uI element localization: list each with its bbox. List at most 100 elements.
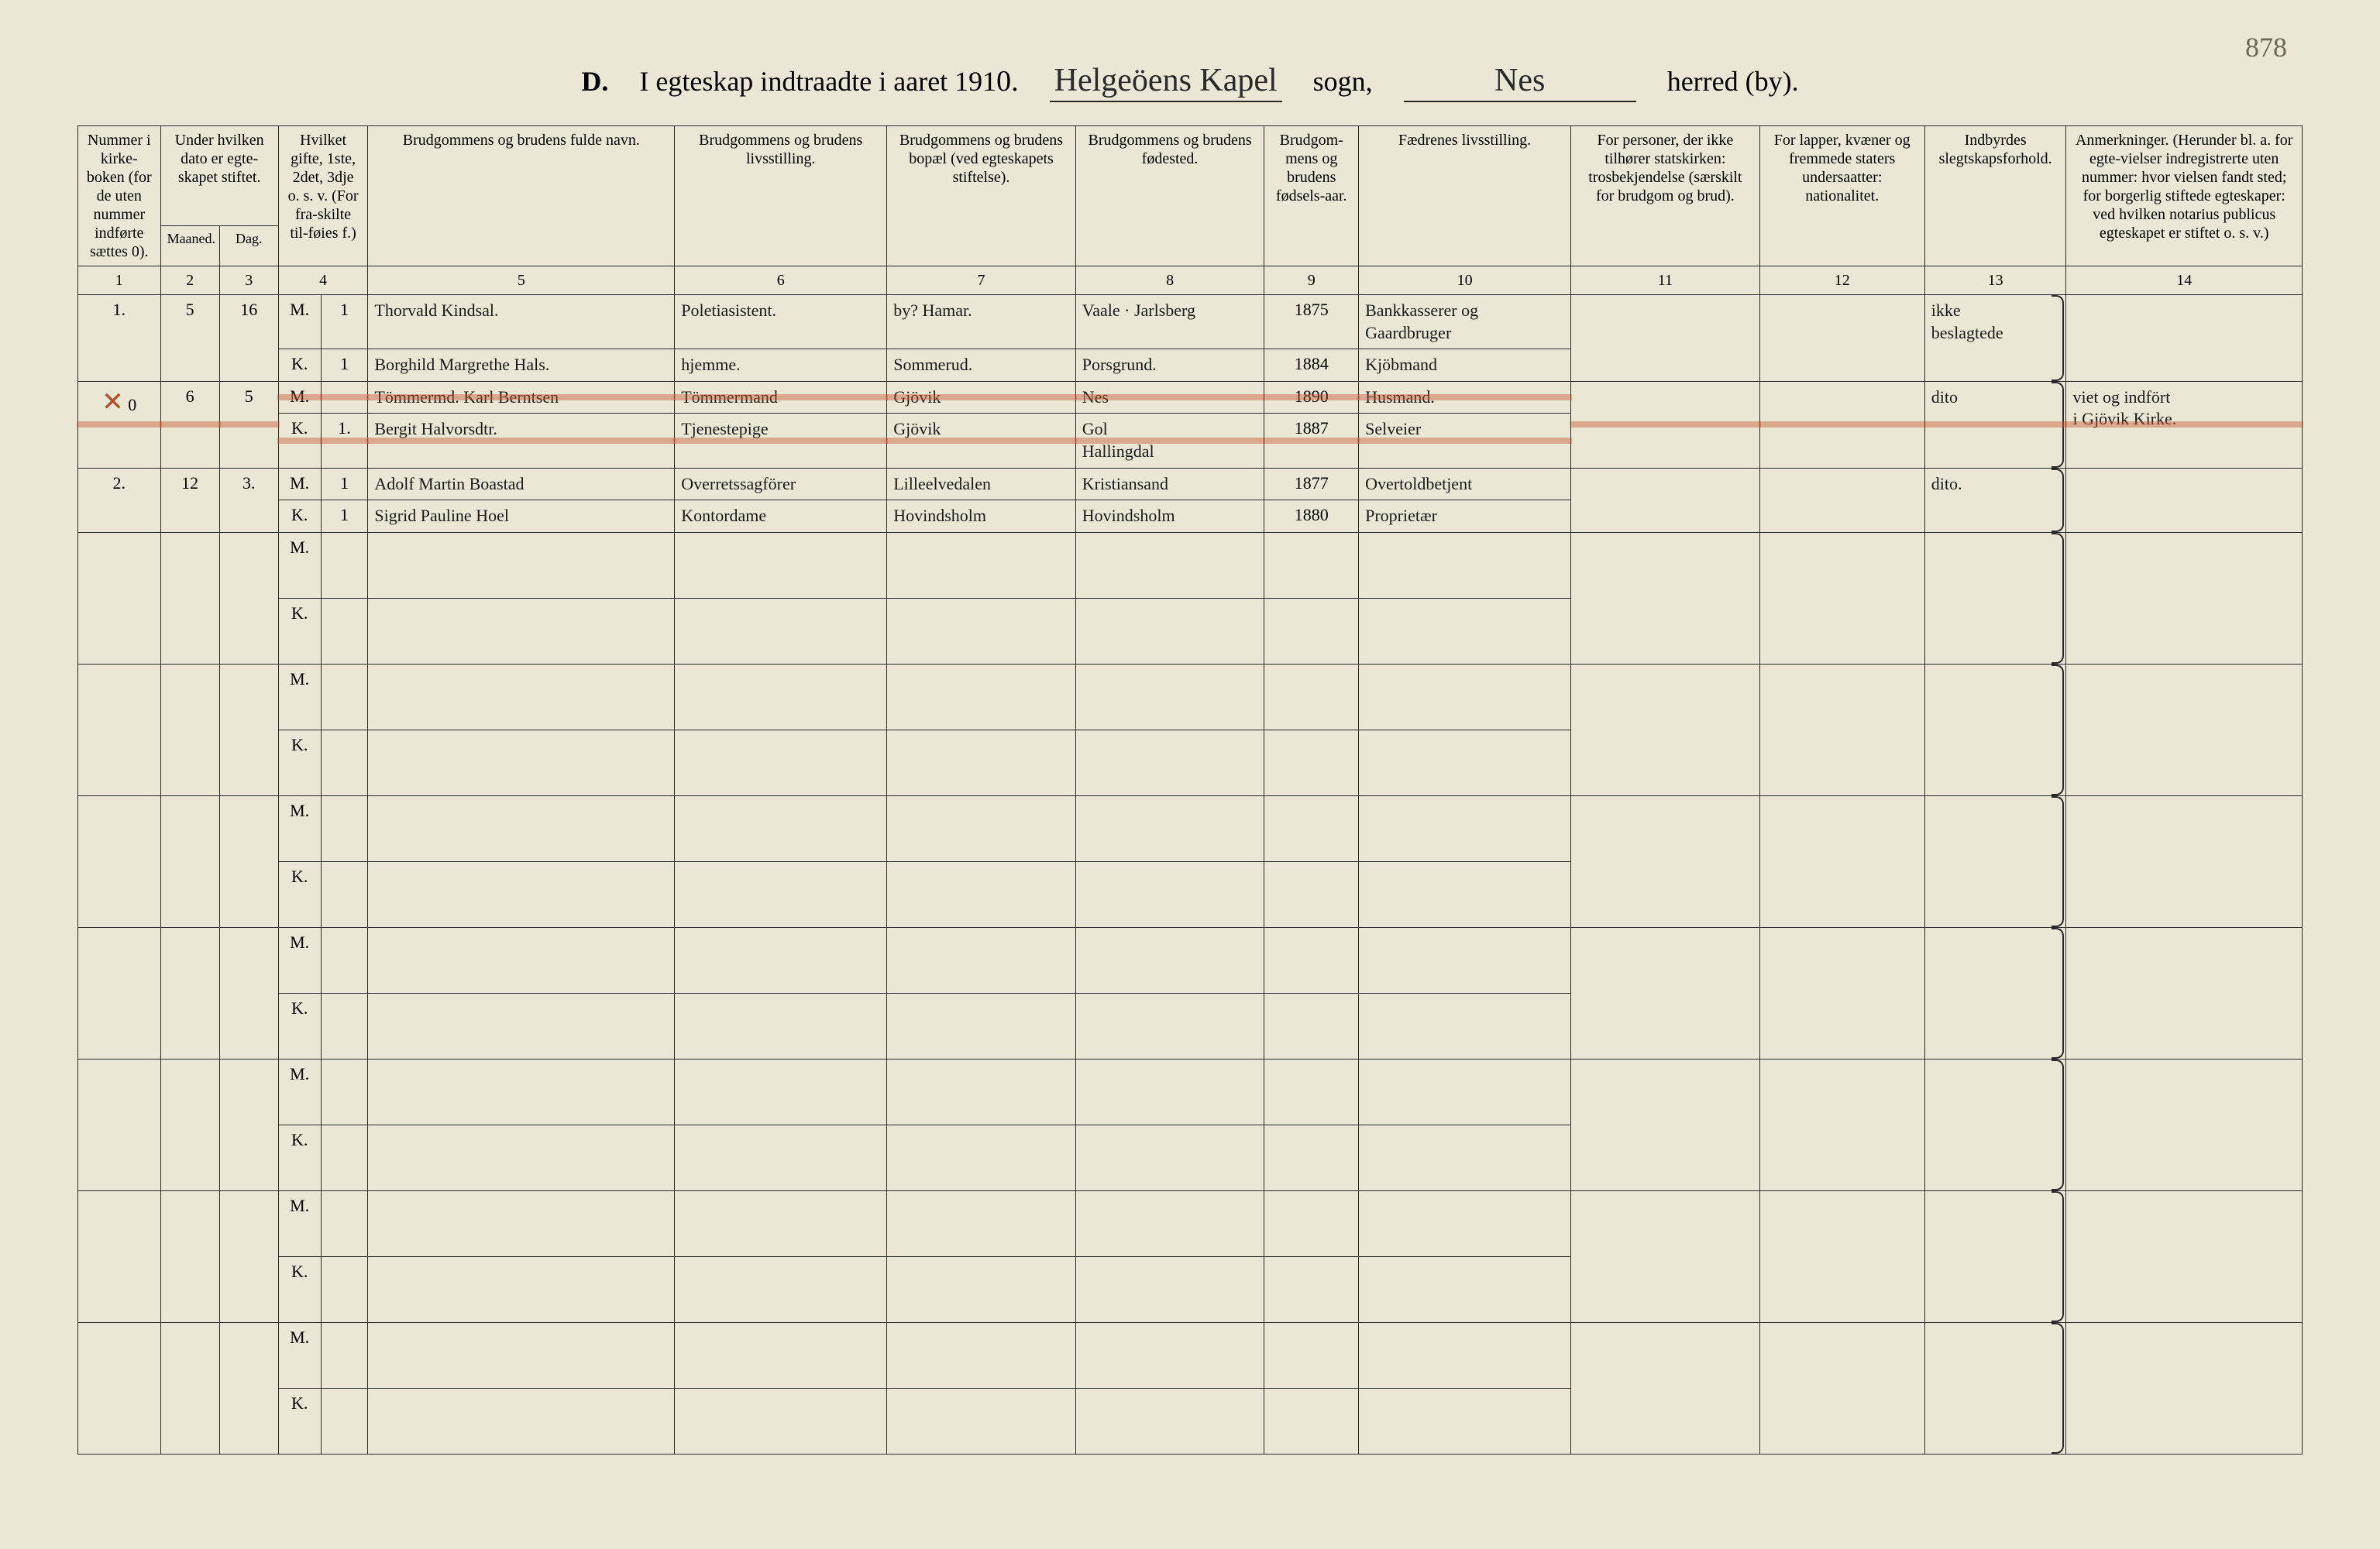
residence-cell: Hovindsholm xyxy=(887,500,1076,533)
birthplace-cell: Kristiansand xyxy=(1075,468,1264,500)
header-printed-left: I egteskap indtraadte i aaret 191 xyxy=(639,66,996,97)
kinship-cell: dito. xyxy=(1924,468,2066,532)
col-header: Brudgommens og brudens bopæl (ved egtesk… xyxy=(887,126,1076,266)
table-row-empty: M. xyxy=(78,1059,2303,1125)
mk-label: K. xyxy=(278,598,321,664)
residence-cell: Sommerud. xyxy=(887,349,1076,382)
page-header: D. I egteskap indtraadte i aaret 1910. H… xyxy=(77,62,2303,102)
page-number: 878 xyxy=(2245,31,2287,64)
col-header: Fædrenes livsstilling. xyxy=(1359,126,1571,266)
col-header: Brudgommens og brudens livsstilling. xyxy=(675,126,887,266)
section-letter: D. xyxy=(581,65,608,98)
father-occupation-cell: Bankkasserer og Gaardbruger xyxy=(1359,295,1571,349)
mk-label: M. xyxy=(278,1059,321,1125)
register-table: Nummer i kirke-boken (for de uten nummer… xyxy=(77,125,2303,1455)
day-cell: 5 xyxy=(219,381,278,468)
col-header: Brudgommens og brudens fødested. xyxy=(1075,126,1264,266)
remarks-cell xyxy=(2066,468,2303,532)
remarks-cell: viet og indförti Gjövik Kirke. xyxy=(2066,381,2303,468)
table-row-empty: M. xyxy=(78,1322,2303,1388)
birthplace-cell: Hovindsholm xyxy=(1075,500,1264,533)
birthyear-cell: 1890 xyxy=(1264,381,1359,414)
remarks-cell xyxy=(2066,295,2303,382)
name-cell: Bergit Halvorsdtr. xyxy=(368,414,675,468)
mk-label: M. xyxy=(278,532,321,598)
sogn-handwritten: Helgeöens Kapel xyxy=(1050,62,1282,102)
col-number: 1 xyxy=(78,266,161,295)
table-row: 1.516M.1Thorvald Kindsal.Poletiasistent.… xyxy=(78,295,2303,349)
mk-label: M. xyxy=(278,1322,321,1388)
mk-label: K. xyxy=(278,1256,321,1322)
father-occupation-cell: Selveier xyxy=(1359,414,1571,468)
table-head: Nummer i kirke-boken (for de uten nummer… xyxy=(78,126,2303,295)
day-cell: 16 xyxy=(219,295,278,382)
mk-label: M. xyxy=(278,468,321,500)
header-year-fill: 0. xyxy=(996,65,1019,98)
occupation-cell: Tjenestepige xyxy=(675,414,887,468)
col-header: Indbyrdes slegtskapsforhold. xyxy=(1924,126,2066,266)
col-header: Anmerkninger. (Herunder bl. a. for egte-… xyxy=(2066,126,2303,266)
gifte-cell: 1 xyxy=(321,349,368,382)
table-body: 1.516M.1Thorvald Kindsal.Poletiasistent.… xyxy=(78,295,2303,1455)
kinship-cell: ikkebeslagtede xyxy=(1924,295,2066,382)
table-row-empty: M. xyxy=(78,664,2303,730)
residence-cell: Gjövik xyxy=(887,381,1076,414)
month-cell: 5 xyxy=(160,295,219,382)
occupation-cell: Tömmermand xyxy=(675,381,887,414)
table-row-empty: M. xyxy=(78,1190,2303,1256)
mk-label: K. xyxy=(278,730,321,795)
father-occupation-cell: Kjöbmand xyxy=(1359,349,1571,382)
occupation-cell: hjemme. xyxy=(675,349,887,382)
col-number: 7 xyxy=(887,266,1076,295)
table-row: 2.123.M.1Adolf Martin BoastadOverretssag… xyxy=(78,468,2303,500)
col-number: 5 xyxy=(368,266,675,295)
mk-label: M. xyxy=(278,927,321,993)
col-subheader: Maaned. xyxy=(160,225,219,266)
mk-label: K. xyxy=(278,1388,321,1454)
col-number: 9 xyxy=(1264,266,1359,295)
birthplace-cell: Vaale · Jarlsberg xyxy=(1075,295,1264,349)
occupation-cell: Kontordame xyxy=(675,500,887,533)
col-header: For lapper, kvæner og fremmede staters u… xyxy=(1759,126,1924,266)
father-occupation-cell: Overtoldbetjent xyxy=(1359,468,1571,500)
table-row-empty: M. xyxy=(78,532,2303,598)
occupation-cell: Overretssagförer xyxy=(675,468,887,500)
day-cell: 3. xyxy=(219,468,278,532)
month-cell: 6 xyxy=(160,381,219,468)
gifte-cell: 1. xyxy=(321,414,368,468)
kinship-cell: dito xyxy=(1924,381,2066,468)
birthyear-cell: 1880 xyxy=(1264,500,1359,533)
table-row-empty: M. xyxy=(78,795,2303,861)
entry-number: 2. xyxy=(78,468,161,532)
birthplace-cell: GolHallingdal xyxy=(1075,414,1264,468)
col-number: 12 xyxy=(1759,266,1924,295)
residence-cell: Gjövik xyxy=(887,414,1076,468)
birthplace-cell: Porsgrund. xyxy=(1075,349,1264,382)
occupation-cell: Poletiasistent. xyxy=(675,295,887,349)
col-number: 11 xyxy=(1571,266,1760,295)
birthyear-cell: 1884 xyxy=(1264,349,1359,382)
nationality-cell xyxy=(1759,295,1924,382)
birthyear-cell: 1875 xyxy=(1264,295,1359,349)
col-number: 8 xyxy=(1075,266,1264,295)
residence-cell: by? Hamar. xyxy=(887,295,1076,349)
father-occupation-cell: Proprietær xyxy=(1359,500,1571,533)
register-page: 878 D. I egteskap indtraadte i aaret 191… xyxy=(0,0,2380,1549)
entry-number: 1. xyxy=(78,295,161,382)
entry-number: ✕ 0 xyxy=(78,381,161,468)
col-number: 4 xyxy=(278,266,368,295)
mk-label: M. xyxy=(278,295,321,349)
birthyear-cell: 1887 xyxy=(1264,414,1359,468)
col-header: Brudgom-mens og brudens fødsels-aar. xyxy=(1264,126,1359,266)
month-cell: 12 xyxy=(160,468,219,532)
confession-cell xyxy=(1571,295,1760,382)
mk-label: K. xyxy=(278,414,321,468)
gifte-cell xyxy=(321,381,368,414)
nationality-cell xyxy=(1759,381,1924,468)
mk-label: K. xyxy=(278,993,321,1059)
sogn-label: sogn, xyxy=(1313,65,1373,98)
col-number: 6 xyxy=(675,266,887,295)
name-cell: Borghild Margrethe Hals. xyxy=(368,349,675,382)
name-cell: Thorvald Kindsal. xyxy=(368,295,675,349)
col-number: 2 xyxy=(160,266,219,295)
